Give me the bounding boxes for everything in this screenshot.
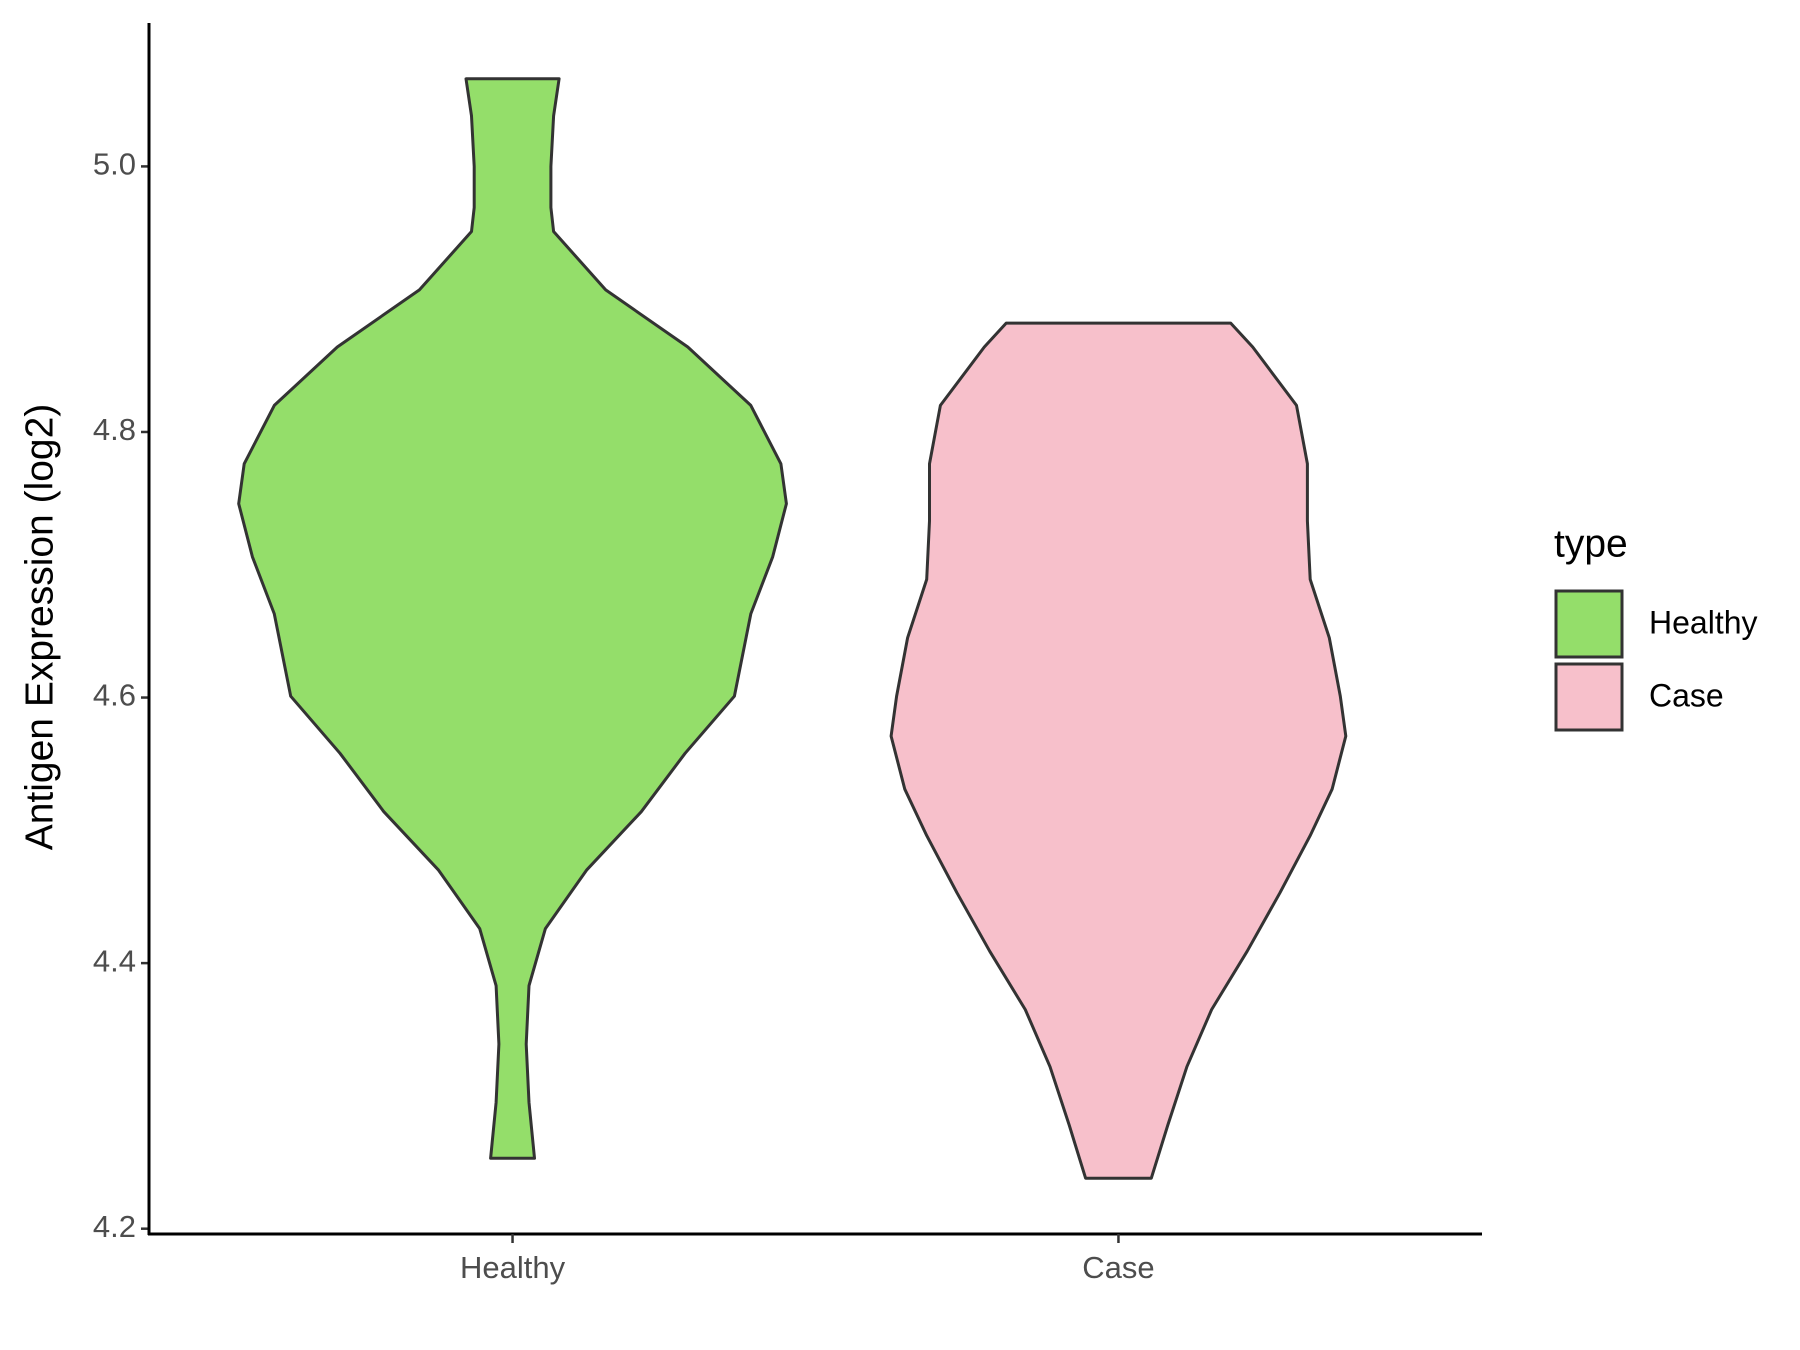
violin <box>889 321 1348 1180</box>
x-tick-label: Case <box>1082 1250 1154 1285</box>
y-tick-label: 4.8 <box>93 412 136 447</box>
legend-label: Healthy <box>1649 604 1758 640</box>
legend-key <box>1554 662 1624 732</box>
y-tick-label: 4.6 <box>93 678 136 713</box>
y-tick-label: 4.2 <box>93 1209 136 1244</box>
violin <box>237 77 788 1160</box>
x-tick-label: Healthy <box>460 1250 566 1285</box>
legend-title: type <box>1554 522 1628 565</box>
y-axis-title: Antigen Expression (log2) <box>18 404 61 851</box>
legend-key <box>1554 589 1624 659</box>
legend-label: Case <box>1649 677 1724 713</box>
y-tick-label: 5.0 <box>93 147 136 182</box>
y-tick-label: 4.4 <box>93 943 136 978</box>
